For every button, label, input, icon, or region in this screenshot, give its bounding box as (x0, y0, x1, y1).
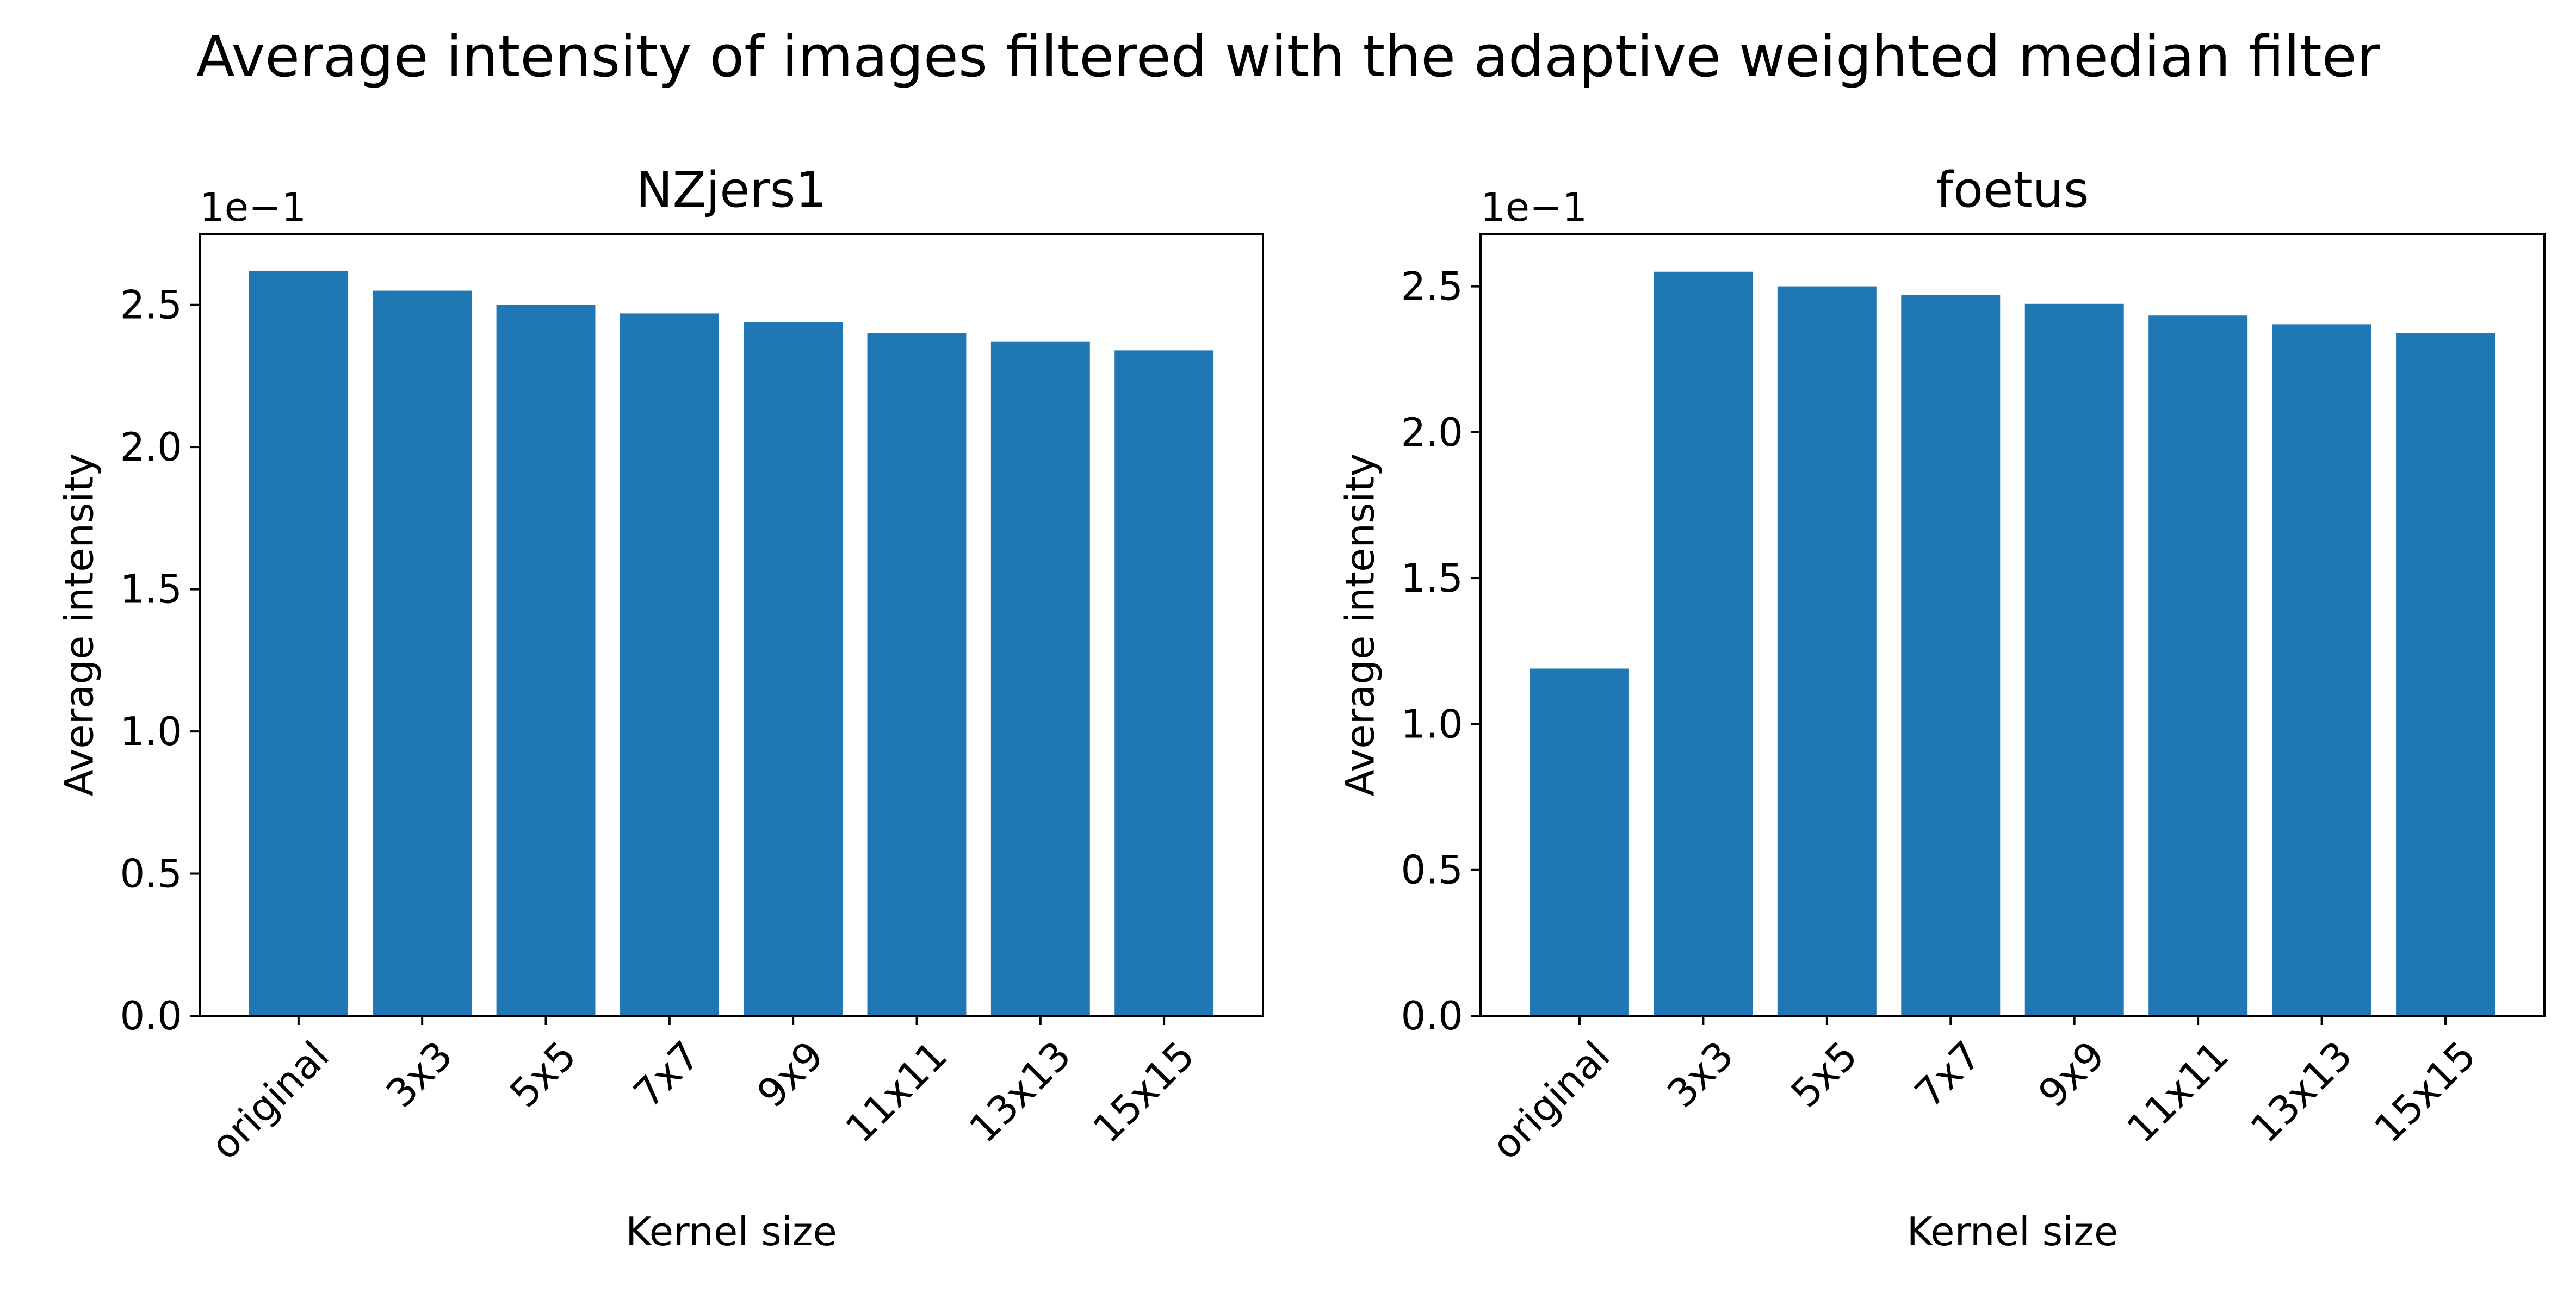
bar-11x11 (2148, 315, 2248, 1016)
x-tick-label: 11x11 (2118, 1033, 2237, 1152)
x-tick-label: 11x11 (837, 1033, 956, 1152)
y-tick-label: 2.5 (1401, 264, 1463, 309)
y-axis-label: Average intensity (1337, 454, 1383, 797)
bar-5x5 (496, 305, 596, 1016)
bar-9x9 (744, 322, 843, 1016)
y-offset-text: 1e−1 (1481, 184, 1587, 230)
figure-title: Average intensity of images filtered wit… (196, 23, 2380, 90)
bar-15x15 (2396, 333, 2496, 1016)
y-tick-label: 1.0 (1401, 701, 1463, 747)
subplot-right: 0.0 0.5 1.0 1.5 2.0 2.5 original 3x3 5x5 7x7 9x9 11… (1337, 162, 2546, 1254)
bar-7x7 (620, 313, 719, 1016)
y-tick-label: 2.0 (120, 424, 182, 470)
y-tick-label: 0.5 (120, 851, 182, 897)
bar-11x11 (867, 333, 967, 1016)
x-tick-label: 7x7 (1906, 1033, 1990, 1116)
bar-13x13 (2272, 324, 2371, 1016)
subplot-title: NZjers1 (636, 162, 827, 219)
bar-original (249, 270, 348, 1016)
x-tick-label: original (1483, 1033, 1619, 1169)
x-tick-label: 13x13 (961, 1033, 1080, 1152)
axes-frame (199, 233, 1264, 1017)
subplot-left: 0.0 0.5 1.0 1.5 2.0 2.5 original 3x3 5x5 7x7 9x9 11… (57, 162, 1264, 1254)
x-tick-label: 7x7 (624, 1033, 708, 1116)
bar-3x3 (373, 290, 472, 1016)
y-tick-label: 0.0 (1401, 993, 1463, 1039)
y-tick-label: 0.5 (1401, 847, 1463, 893)
bar-9x9 (2024, 303, 2124, 1016)
x-axis-label: Kernel size (1907, 1209, 2119, 1254)
x-tick-label: 5x5 (501, 1033, 585, 1116)
x-tick-label: 3x3 (1658, 1033, 1742, 1116)
x-tick-label: 15x15 (1084, 1033, 1203, 1152)
x-tick-label: 9x9 (2029, 1033, 2113, 1116)
y-tick-label: 0.0 (120, 993, 182, 1039)
bar-13x13 (990, 341, 1090, 1016)
x-tick-label: 9x9 (748, 1033, 832, 1116)
subplot-title: foetus (1936, 162, 2089, 219)
bar-7x7 (1901, 295, 2001, 1016)
y-offset-text: 1e−1 (200, 184, 306, 230)
y-axis-label: Average intensity (57, 454, 102, 797)
y-tick-label: 2.0 (1401, 409, 1463, 455)
y-tick-label: 1.0 (120, 709, 182, 754)
x-tick-label: 5x5 (1782, 1033, 1866, 1116)
x-tick-label: 15x15 (2366, 1033, 2485, 1152)
y-tick-label: 2.5 (120, 282, 182, 328)
bar-5x5 (1777, 286, 1877, 1016)
x-axis-label: Kernel size (626, 1209, 837, 1254)
bar-3x3 (1654, 271, 1753, 1016)
x-tick-label: 3x3 (377, 1033, 461, 1116)
x-tick-label: original (202, 1033, 338, 1169)
axes-frame (1479, 233, 2546, 1017)
x-tick-label: 13x13 (2241, 1033, 2361, 1152)
bar-original (1530, 668, 1629, 1016)
y-tick-label: 1.5 (1401, 555, 1463, 601)
y-tick-label: 1.5 (120, 567, 182, 612)
bar-15x15 (1114, 350, 1214, 1016)
